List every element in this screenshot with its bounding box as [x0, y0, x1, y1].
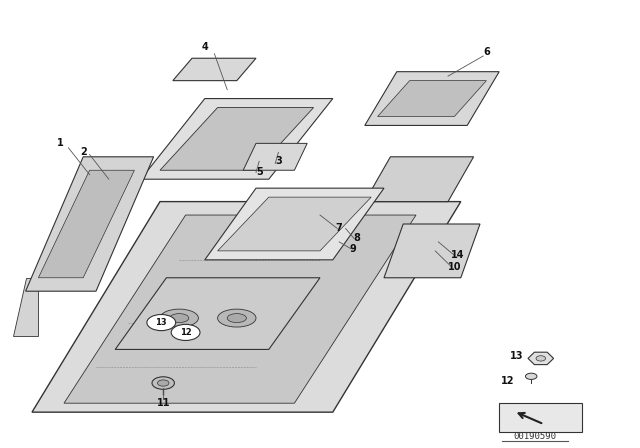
- Text: 2: 2: [80, 147, 86, 157]
- Ellipse shape: [536, 356, 545, 361]
- Polygon shape: [243, 143, 307, 170]
- Polygon shape: [384, 224, 480, 278]
- Ellipse shape: [157, 380, 169, 386]
- Polygon shape: [38, 170, 134, 278]
- Polygon shape: [528, 352, 554, 365]
- Polygon shape: [141, 99, 333, 179]
- Text: 11: 11: [156, 398, 170, 408]
- Ellipse shape: [218, 309, 256, 327]
- Text: 12: 12: [180, 328, 191, 337]
- Polygon shape: [115, 278, 320, 349]
- Polygon shape: [26, 157, 154, 291]
- Polygon shape: [378, 81, 486, 116]
- Ellipse shape: [525, 373, 537, 379]
- Polygon shape: [365, 157, 474, 202]
- Text: 00190590: 00190590: [513, 432, 556, 441]
- Ellipse shape: [170, 314, 189, 323]
- Text: 8: 8: [354, 233, 360, 243]
- Polygon shape: [365, 72, 499, 125]
- Text: 10: 10: [447, 262, 461, 271]
- FancyBboxPatch shape: [499, 403, 582, 432]
- Text: 13: 13: [510, 351, 524, 361]
- Ellipse shape: [172, 324, 200, 340]
- Polygon shape: [205, 188, 384, 260]
- Text: 13: 13: [156, 318, 167, 327]
- Polygon shape: [32, 202, 461, 412]
- Text: 1: 1: [58, 138, 64, 148]
- Text: 4: 4: [202, 42, 208, 52]
- Polygon shape: [160, 108, 314, 170]
- Text: 6: 6: [483, 47, 490, 56]
- Text: 5: 5: [256, 168, 262, 177]
- Ellipse shape: [160, 309, 198, 327]
- Polygon shape: [13, 278, 38, 336]
- Text: 9: 9: [350, 244, 356, 254]
- Polygon shape: [64, 215, 416, 403]
- Ellipse shape: [227, 314, 246, 323]
- Polygon shape: [218, 197, 371, 251]
- Polygon shape: [173, 58, 256, 81]
- Ellipse shape: [152, 377, 174, 389]
- Text: 7: 7: [336, 224, 342, 233]
- Text: 3: 3: [275, 156, 282, 166]
- Text: 12: 12: [500, 376, 515, 386]
- Ellipse shape: [147, 314, 176, 331]
- Text: 14: 14: [451, 250, 465, 260]
